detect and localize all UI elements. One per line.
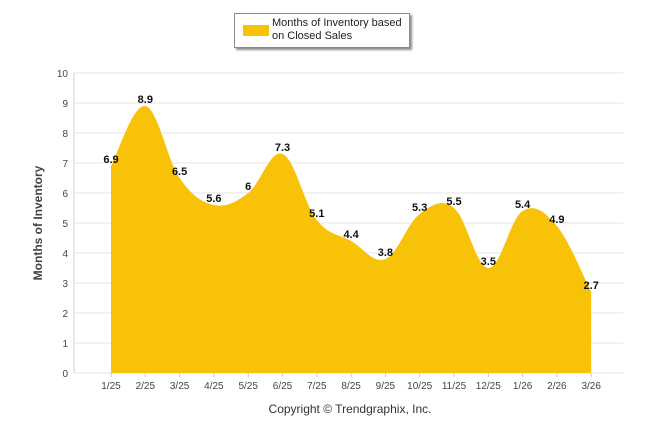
x-tick-label: 3/26: [581, 381, 601, 392]
data-label: 4.9: [549, 214, 564, 226]
y-tick-label: 2: [62, 309, 68, 320]
x-tick-label: 6/25: [273, 381, 293, 392]
x-tick-label: 7/25: [307, 381, 327, 392]
data-label: 5.4: [515, 199, 531, 211]
data-label: 7.3: [275, 142, 290, 154]
y-tick-label: 7: [62, 159, 68, 170]
y-tick-label: 0: [62, 369, 68, 380]
data-label: 6: [245, 181, 251, 193]
x-tick-label: 2/25: [136, 381, 156, 392]
y-axis-ticks: 0 1 2 3 4 5 6 7 8 9 10: [57, 69, 69, 380]
legend-label: Months of Inventory based on Closed Sale…: [272, 17, 402, 42]
chart-legend: Months of Inventory based on Closed Sale…: [234, 13, 410, 48]
y-tick-label: 6: [62, 189, 68, 200]
data-label: 8.9: [138, 94, 153, 106]
x-tick-label: 10/25: [407, 381, 432, 392]
data-label: 3.8: [378, 247, 393, 259]
x-tick-label: 4/25: [204, 381, 224, 392]
x-tick-label: 1/25: [101, 381, 121, 392]
y-tick-label: 10: [57, 69, 69, 80]
x-axis-ticks: 1/25 2/25 3/25 4/25 5/25 6/25 7/25 8/25 9/25 10/2…: [101, 373, 601, 392]
x-tick-label: 3/25: [170, 381, 190, 392]
x-tick-label: 12/25: [476, 381, 501, 392]
x-tick-label: 1/26: [513, 381, 533, 392]
data-label: 2.7: [584, 280, 599, 292]
y-tick-label: 9: [62, 99, 68, 110]
legend-swatch: [243, 25, 269, 36]
x-tick-label: 11/25: [442, 381, 467, 392]
data-label: 5.5: [446, 196, 461, 208]
x-tick-label: 5/25: [238, 381, 258, 392]
data-label: 5.6: [206, 193, 221, 205]
data-label: 4.4: [343, 229, 359, 241]
y-tick-label: 1: [62, 339, 68, 350]
copyright-credit: Copyright © Trendgraphix, Inc.: [269, 402, 432, 416]
data-label: 6.9: [103, 154, 118, 166]
y-tick-label: 3: [62, 279, 68, 290]
y-tick-label: 5: [62, 219, 68, 230]
data-label: 6.5: [172, 166, 187, 178]
y-axis-title: Months of Inventory: [31, 165, 45, 280]
x-tick-label: 2/26: [547, 381, 567, 392]
data-label: 5.3: [412, 202, 427, 214]
data-label: 5.1: [309, 208, 324, 220]
area-series-fill: [111, 105, 592, 373]
data-label: 3.5: [481, 256, 496, 268]
data-labels: 6.9 8.9 6.5 5.6 6 7.3 5.1 4.4 3.8 5.3 5.5 3.5 5.4 4.9…: [103, 94, 598, 292]
area-series: [111, 105, 592, 373]
x-tick-label: 9/25: [376, 381, 396, 392]
y-tick-label: 4: [62, 249, 68, 260]
y-tick-label: 8: [62, 129, 68, 140]
x-tick-label: 8/25: [341, 381, 361, 392]
